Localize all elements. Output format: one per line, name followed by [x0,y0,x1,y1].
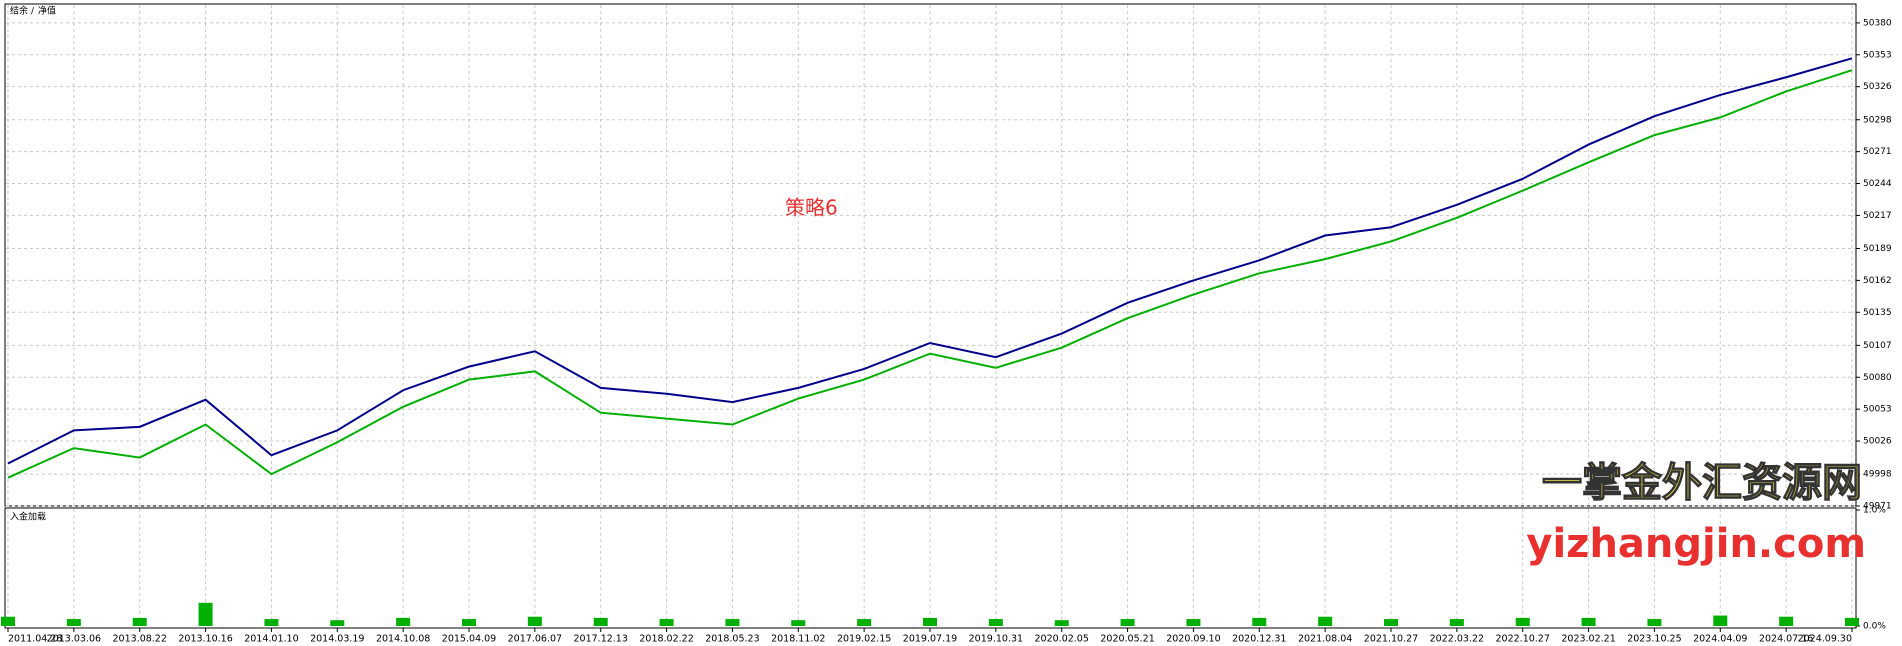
annotation: 策略6 [785,196,838,220]
y-tick-label: 50080 [1863,373,1892,383]
bar [1318,616,1333,626]
y-tick-label: 50244 [1863,179,1892,189]
bar [1845,617,1859,626]
y-tick-label: 49971 [1863,502,1892,512]
y-tick-label: 50380 [1863,18,1892,28]
x-tick-label: 2017.06.07 [508,634,562,645]
bar [396,617,411,626]
bar [593,617,608,626]
x-tick-label: 2024.04.09 [1693,634,1747,645]
legend-separator: / [31,7,35,17]
x-tick-label: 2011.04.28 [8,634,62,645]
x-tick-label: 2014.03.19 [310,634,364,645]
watermark: 一掌金外汇资源网 [1542,460,1862,506]
bar [462,619,476,626]
x-tick-label: 2022.03.22 [1430,634,1484,645]
legend-balance: 结余 [10,5,28,17]
bar [857,619,872,626]
y-tick-label: 50135 [1863,308,1892,318]
x-tick-label: 2014.01.10 [244,634,298,645]
y-tick-label: 50271 [1863,147,1892,157]
sub-title: 入金加载 [10,511,46,523]
x-tick-label: 2024.09.30 [1798,634,1852,645]
x-tick-label: 2021.10.27 [1364,634,1418,645]
bar [1,616,15,626]
y-tick-label: 50189 [1863,244,1892,254]
y-tick-label: 0.0% [1863,622,1886,632]
bar [1054,620,1069,626]
x-tick-label: 2019.10.31 [969,634,1023,645]
x-tick-label: 2020.09.10 [1166,634,1220,645]
bar [659,619,674,626]
x-tick-label: 2019.07.19 [903,634,957,645]
legend-equity: 净值 [38,5,56,17]
x-tick-label: 2024.07.16 [1759,634,1813,645]
bar [527,616,542,626]
bar [264,619,279,626]
x-tick-label: 2023.02.21 [1561,634,1615,645]
x-tick-label: 2019.02.15 [837,634,891,645]
x-tick-label: 2022.10.27 [1496,634,1550,645]
x-tick-label: 2023.10.25 [1627,634,1681,645]
legend: 结余 / 净值 [10,5,56,17]
y-tick-label: 49998 [1863,470,1892,480]
bar [1779,616,1794,626]
x-tick-label: 2021.08.04 [1298,634,1352,645]
y-tick-label: 50162 [1863,276,1892,286]
bar [1515,617,1530,626]
y-tick-label: 50053 [1863,405,1892,415]
bar [1120,619,1135,626]
x-tick-label: 2015.04.09 [442,634,496,645]
series-line [7,69,1853,479]
x-tick-label: 2018.11.02 [771,634,825,645]
y-tick-label: 50217 [1863,211,1892,221]
y-tick-label: 50326 [1863,82,1892,92]
x-tick-label: 2017.12.13 [574,634,628,645]
y-tick-label: 50107 [1863,341,1892,351]
x-tick-label: 2018.02.22 [639,634,693,645]
x-tick-label: 2013.10.16 [178,634,232,645]
bar [66,619,81,626]
x-tick-label: 2020.12.31 [1232,634,1286,645]
x-tick-label: 2013.03.06 [47,634,101,645]
y-tick-label: 50353 [1863,50,1892,60]
watermark: yizhangjin.com [1526,521,1866,567]
y-tick-label: 50298 [1863,115,1892,125]
bar [791,620,806,626]
bar [1384,619,1398,626]
bar [198,602,213,626]
x-tick-label: 2014.10.08 [376,634,430,645]
bar [1186,619,1201,626]
bar [988,619,1003,626]
y-tick-label: 50026 [1863,437,1892,447]
bar [1449,619,1464,626]
bar [1647,619,1662,626]
x-tick-label: 2018.05.23 [705,634,759,645]
bar [330,620,345,626]
x-tick-label: 2013.08.22 [113,634,167,645]
bar [1252,617,1267,626]
bar [725,619,740,626]
y-tick-label: 1.0% [1863,506,1886,516]
series-line [7,57,1853,465]
bar [923,617,937,626]
x-tick-label: 2020.05.21 [1100,634,1154,645]
bar [1713,615,1728,626]
bar [1581,617,1596,626]
bar [132,617,147,626]
x-tick-label: 2020.02.05 [1035,634,1089,645]
